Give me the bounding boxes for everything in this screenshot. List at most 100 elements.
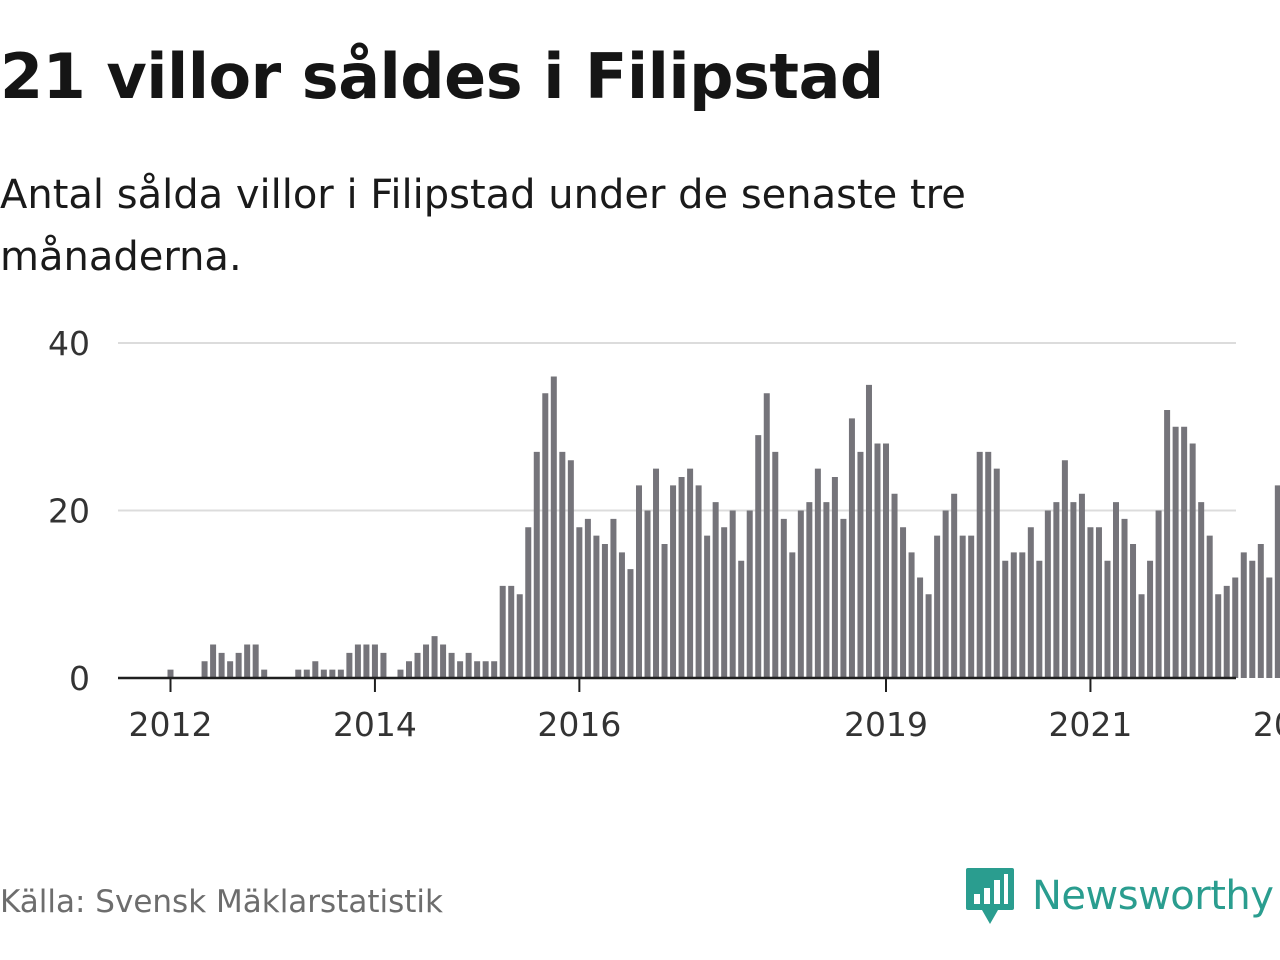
brand-logo[interactable]: Newsworthy xyxy=(964,864,1274,928)
bar xyxy=(567,460,574,678)
bar xyxy=(883,443,890,678)
bar xyxy=(1240,552,1247,679)
bars xyxy=(167,376,1280,679)
bar xyxy=(1130,544,1137,678)
source-note: Källa: Svensk Mäklarstatistik xyxy=(0,884,443,920)
bar xyxy=(908,552,915,679)
bar xyxy=(218,652,225,679)
bar xyxy=(1019,552,1026,679)
bar xyxy=(227,661,234,678)
bar xyxy=(891,493,898,678)
bar xyxy=(644,510,651,678)
bar xyxy=(704,535,711,679)
bar xyxy=(1010,552,1017,679)
bar xyxy=(601,544,608,678)
bar xyxy=(763,393,770,678)
bar xyxy=(1104,560,1111,678)
bar xyxy=(542,393,549,678)
bar xyxy=(303,669,310,679)
bar xyxy=(1002,560,1009,678)
bar xyxy=(371,644,378,678)
bar xyxy=(559,451,566,678)
bar xyxy=(1172,426,1179,678)
bar xyxy=(1044,510,1051,678)
bar xyxy=(814,468,821,679)
bar xyxy=(1249,560,1256,678)
bar xyxy=(618,552,625,679)
x-tick-label: 2016 xyxy=(537,705,621,744)
bar xyxy=(210,644,217,678)
bar xyxy=(925,594,932,678)
bar xyxy=(687,468,694,679)
bar xyxy=(840,518,847,679)
bar xyxy=(1232,577,1239,678)
bar xyxy=(499,585,506,679)
bar xyxy=(431,636,438,679)
bar xyxy=(806,502,813,679)
bar xyxy=(874,443,881,678)
bar xyxy=(457,661,464,678)
bar xyxy=(1215,594,1222,678)
axes xyxy=(118,676,1236,692)
bar xyxy=(670,485,677,678)
page-title: 21 villor såldes i Filipstad xyxy=(0,40,884,113)
bar xyxy=(1206,535,1213,679)
bar xyxy=(167,669,174,679)
bar xyxy=(584,518,591,679)
bar xyxy=(1266,577,1273,678)
bar xyxy=(1147,560,1154,678)
bar xyxy=(525,527,532,678)
bar xyxy=(772,451,779,678)
bar xyxy=(261,669,268,679)
bar xyxy=(1036,560,1043,678)
bar xyxy=(934,535,941,679)
bar xyxy=(397,669,404,679)
bar xyxy=(780,518,787,679)
bar xyxy=(312,661,319,678)
bar xyxy=(329,669,336,679)
bar xyxy=(1121,518,1128,679)
bar xyxy=(508,585,515,679)
bar xyxy=(1164,410,1171,678)
bar xyxy=(1198,502,1205,679)
y-tick-label: 0 xyxy=(69,659,90,698)
bar xyxy=(661,544,668,678)
y-tick-label: 20 xyxy=(48,492,90,531)
bar xyxy=(831,477,838,678)
bar xyxy=(346,652,353,679)
bar xyxy=(900,527,907,678)
bar xyxy=(959,535,966,679)
bar xyxy=(857,451,864,678)
bar xyxy=(1113,502,1119,679)
bar xyxy=(295,669,302,679)
bar xyxy=(482,661,489,678)
bar xyxy=(823,502,830,679)
bar xyxy=(993,468,1000,679)
bar xyxy=(1181,426,1188,678)
bar xyxy=(951,493,958,678)
bar xyxy=(712,502,719,679)
gridlines xyxy=(118,342,1236,512)
bar xyxy=(465,652,472,679)
bar xyxy=(1138,594,1145,678)
bar xyxy=(729,510,736,678)
bar xyxy=(593,535,600,679)
bar xyxy=(635,485,642,678)
bar xyxy=(1061,460,1068,678)
labels: 0204020122014201620192021202321 xyxy=(48,324,1280,744)
bar xyxy=(721,527,728,678)
x-tick-label: 2023 xyxy=(1253,705,1280,744)
bar xyxy=(576,527,583,678)
bar xyxy=(865,384,872,679)
bar xyxy=(1257,544,1264,678)
bar xyxy=(491,661,498,678)
bar xyxy=(474,661,481,678)
bar xyxy=(337,669,344,679)
bar xyxy=(235,652,242,679)
x-tick-label: 2021 xyxy=(1048,705,1132,744)
bar xyxy=(797,510,804,678)
bar xyxy=(252,644,259,678)
bar xyxy=(746,510,753,678)
bar xyxy=(789,552,796,679)
bar xyxy=(1053,502,1060,679)
